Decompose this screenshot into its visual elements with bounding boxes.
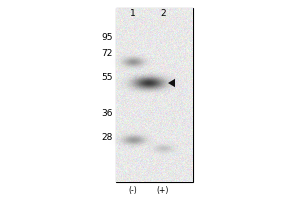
Text: 1: 1 (130, 9, 136, 19)
Text: 2: 2 (160, 9, 166, 19)
Polygon shape (168, 79, 175, 87)
Bar (116, 8, 193, 182)
Text: 72: 72 (102, 48, 113, 58)
Text: 95: 95 (101, 33, 113, 43)
Text: 55: 55 (101, 73, 113, 82)
Text: (+): (+) (157, 186, 169, 194)
Text: 28: 28 (102, 134, 113, 142)
Text: 36: 36 (101, 108, 113, 117)
Text: (-): (-) (129, 186, 137, 194)
